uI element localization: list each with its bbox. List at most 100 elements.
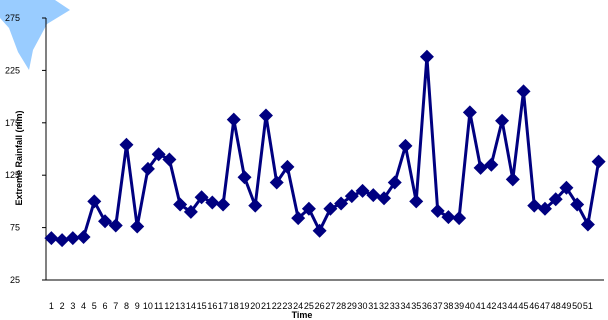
data-point	[108, 218, 123, 233]
data-point	[462, 105, 477, 120]
data-point	[398, 138, 413, 153]
x-tick-label: 4	[81, 301, 86, 311]
data-point	[484, 157, 499, 172]
x-tick-label: 23	[282, 301, 292, 311]
x-tick-label: 34	[400, 301, 410, 311]
x-tick-label: 30	[358, 301, 368, 311]
data-point	[505, 172, 520, 187]
x-tick-label: 35	[411, 301, 421, 311]
x-tick-label: 21	[261, 301, 271, 311]
x-tick-label: 24	[293, 301, 303, 311]
data-point	[130, 219, 145, 234]
x-tick-label: 3	[70, 301, 75, 311]
data-point	[162, 152, 177, 167]
data-point	[516, 84, 531, 99]
y-tick-label: 125	[5, 170, 20, 180]
data-point	[377, 191, 392, 206]
x-tick-label: 5	[92, 301, 97, 311]
data-point	[226, 112, 241, 127]
x-tick-label: 10	[143, 301, 153, 311]
x-tick-label: 27	[325, 301, 335, 311]
data-point	[570, 197, 585, 212]
x-tick-label: 38	[443, 301, 453, 311]
data-point	[366, 188, 381, 203]
data-point	[537, 201, 552, 216]
x-tick-label: 41	[476, 301, 486, 311]
data-point	[280, 159, 295, 174]
y-tick-label: 175	[5, 118, 20, 128]
data-point	[312, 223, 327, 238]
data-point	[205, 195, 220, 210]
x-tick-label: 11	[154, 301, 163, 311]
x-tick-label: 16	[207, 301, 217, 311]
data-point	[559, 180, 574, 195]
x-tick-label: 8	[124, 301, 129, 311]
data-point	[216, 197, 231, 212]
data-point	[119, 137, 134, 152]
x-tick-label: 1	[49, 301, 54, 311]
x-tick-label: 51	[583, 301, 593, 311]
data-point	[269, 175, 284, 190]
data-point	[591, 154, 606, 169]
data-point	[334, 196, 349, 211]
x-tick-label: 33	[390, 301, 400, 311]
data-point	[173, 197, 188, 212]
data-point	[495, 113, 510, 128]
x-tick-label: 18	[229, 301, 239, 311]
data-point	[183, 204, 198, 219]
data-point	[194, 190, 209, 205]
x-tick-label: 20	[250, 301, 260, 311]
x-tick-label: 40	[465, 301, 475, 311]
x-tick-label: 48	[551, 301, 561, 311]
x-axis-title: Time	[292, 310, 313, 320]
x-tick-label: 12	[164, 301, 174, 311]
x-tick-label: 50	[572, 301, 582, 311]
data-point	[44, 231, 59, 246]
x-tick-label: 25	[304, 301, 314, 311]
data-point	[65, 231, 80, 246]
x-tick-label: 17	[218, 301, 228, 311]
x-tick-label: 43	[497, 301, 507, 311]
data-point	[248, 198, 263, 213]
x-tick-label: 15	[197, 301, 207, 311]
x-tick-label: 22	[272, 301, 282, 311]
data-point	[140, 161, 155, 176]
x-tick-label: 44	[508, 301, 518, 311]
data-point	[419, 49, 434, 64]
x-tick-label: 9	[135, 301, 140, 311]
x-tick-label: 7	[113, 301, 118, 311]
x-tick-label: 14	[186, 301, 196, 311]
data-point	[301, 201, 316, 216]
corner-decoration	[0, 0, 70, 70]
data-point	[548, 192, 563, 207]
data-point	[344, 189, 359, 204]
x-tick-label: 13	[175, 301, 185, 311]
data-point	[387, 175, 402, 190]
x-tick-label: 49	[561, 301, 571, 311]
x-tick-label: 6	[103, 301, 108, 311]
series-line	[51, 55, 601, 242]
data-point	[580, 217, 595, 232]
x-tick-label: 42	[486, 301, 496, 311]
data-point	[409, 194, 424, 209]
data-point	[258, 108, 273, 123]
data-point	[76, 230, 91, 245]
data-point	[98, 214, 113, 229]
y-axis-title: Extreme Rainfall (mm)	[14, 110, 24, 205]
y-tick-label: 225	[5, 65, 20, 75]
data-point	[237, 170, 252, 185]
y-tick-label: 25	[10, 275, 20, 285]
data-point	[430, 203, 445, 218]
x-tick-label: 36	[422, 301, 432, 311]
data-point	[527, 198, 542, 213]
y-tick-label: 75	[10, 223, 20, 233]
x-tick-label: 19	[240, 301, 250, 311]
data-point	[151, 147, 166, 162]
data-point	[473, 160, 488, 175]
x-tick-label: 26	[315, 301, 325, 311]
x-tick-label: 37	[433, 301, 443, 311]
x-tick-label: 47	[540, 301, 550, 311]
data-point	[452, 211, 467, 226]
x-tick-label: 2	[60, 301, 65, 311]
